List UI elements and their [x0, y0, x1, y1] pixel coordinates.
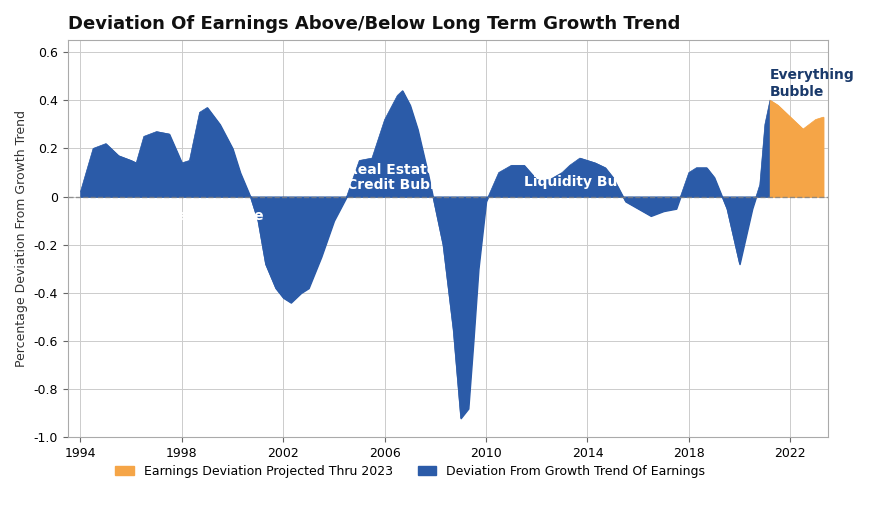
Text: Everything
Bubble: Everything Bubble	[770, 68, 855, 99]
Text: Tech Bubble: Tech Bubble	[169, 209, 264, 223]
Legend: Earnings Deviation Projected Thru 2023, Deviation From Growth Trend Of Earnings: Earnings Deviation Projected Thru 2023, …	[110, 460, 710, 483]
Y-axis label: Percentage Deviation From Growth Trend: Percentage Deviation From Growth Trend	[15, 110, 28, 368]
Text: Liquidity Bubble: Liquidity Bubble	[524, 175, 652, 189]
Text: Deviation Of Earnings Above/Below Long Term Growth Trend: Deviation Of Earnings Above/Below Long T…	[67, 15, 680, 33]
Text: Real Estate/
Credit Bubble: Real Estate/ Credit Bubble	[347, 162, 454, 193]
